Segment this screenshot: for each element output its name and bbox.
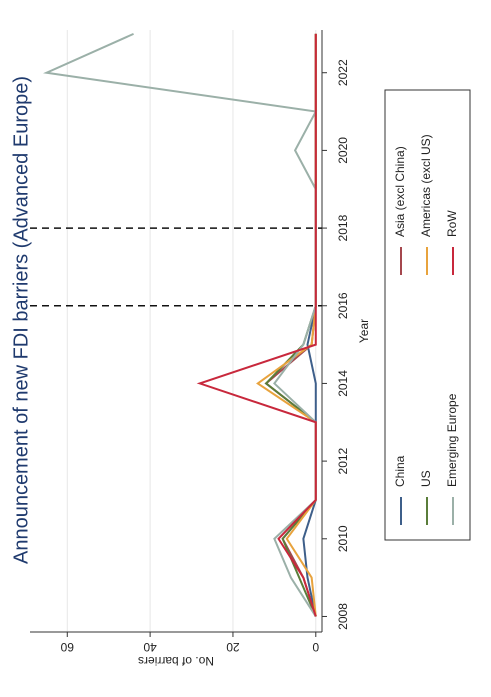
line-series [43, 32, 318, 618]
x-tick-label: 2012 [336, 447, 350, 474]
legend-label: Americas (excl US) [419, 134, 433, 237]
x-tick-label: 2010 [336, 525, 350, 552]
y-tick-label: 40 [143, 640, 157, 654]
x-tick-label: 2018 [336, 214, 350, 241]
x-axis-label: Year [357, 319, 371, 343]
x-tick-label: 2014 [336, 370, 350, 397]
x-tick-label: 2016 [336, 292, 350, 319]
legend-box [384, 89, 471, 541]
y-tick-label: 60 [60, 640, 74, 654]
y-tick-label: 20 [226, 640, 240, 654]
x-tick-label: 2020 [336, 137, 350, 164]
chart-title: Announcement of new FDI barriers (Advanc… [10, 76, 32, 564]
legend-label: China [393, 455, 407, 487]
legend-label: RoW [445, 210, 459, 237]
legend-label: Emerging Europe [445, 393, 459, 487]
line-series [264, 33, 317, 617]
legend-label: US [419, 470, 433, 487]
y-axis-label: No. of barriers [138, 654, 214, 668]
x-tick-label: 2022 [336, 59, 350, 86]
x-tick-label: 2008 [336, 603, 350, 630]
rotated-chart: Announcement of new FDI barriers (Advanc… [10, 30, 471, 668]
y-tick-label: 0 [312, 640, 319, 654]
line-series [196, 33, 317, 617]
legend-label: Asia (excl China) [393, 146, 407, 237]
